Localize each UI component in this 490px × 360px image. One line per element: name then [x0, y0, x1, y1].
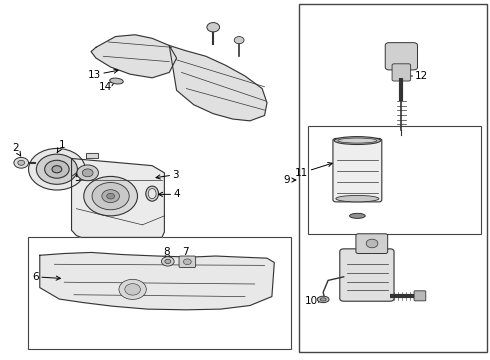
- Circle shape: [183, 259, 191, 265]
- Polygon shape: [40, 252, 274, 310]
- Circle shape: [14, 157, 28, 168]
- Ellipse shape: [334, 136, 381, 144]
- Circle shape: [45, 160, 69, 178]
- Circle shape: [207, 23, 220, 32]
- Text: 1: 1: [57, 140, 65, 153]
- Text: 11: 11: [295, 162, 332, 178]
- Ellipse shape: [336, 195, 379, 202]
- Circle shape: [82, 169, 93, 177]
- Circle shape: [107, 193, 115, 199]
- Ellipse shape: [320, 298, 326, 301]
- Circle shape: [125, 284, 141, 295]
- Text: 14: 14: [99, 82, 115, 92]
- Text: 9: 9: [284, 175, 296, 185]
- FancyBboxPatch shape: [392, 64, 411, 81]
- Circle shape: [119, 279, 147, 300]
- Ellipse shape: [338, 138, 377, 143]
- FancyBboxPatch shape: [333, 138, 382, 202]
- Text: 6: 6: [32, 272, 60, 282]
- Ellipse shape: [148, 189, 156, 199]
- Text: 10: 10: [305, 296, 322, 306]
- Polygon shape: [91, 35, 176, 78]
- Text: 12: 12: [400, 71, 428, 81]
- FancyBboxPatch shape: [414, 291, 426, 301]
- FancyBboxPatch shape: [356, 234, 388, 253]
- Polygon shape: [86, 153, 98, 158]
- FancyBboxPatch shape: [340, 249, 394, 301]
- Ellipse shape: [318, 296, 329, 303]
- Circle shape: [234, 37, 244, 44]
- Polygon shape: [72, 158, 164, 237]
- Text: 2: 2: [12, 143, 21, 156]
- Circle shape: [36, 154, 77, 184]
- Polygon shape: [169, 45, 267, 121]
- Circle shape: [84, 176, 138, 216]
- Bar: [299, 4, 487, 352]
- Circle shape: [161, 257, 174, 266]
- FancyBboxPatch shape: [179, 256, 196, 267]
- Circle shape: [92, 183, 129, 210]
- Ellipse shape: [110, 78, 123, 84]
- Circle shape: [52, 166, 62, 173]
- Text: 3: 3: [156, 170, 179, 180]
- Circle shape: [28, 148, 85, 190]
- Bar: [27, 237, 292, 348]
- Text: 8: 8: [164, 247, 170, 260]
- Circle shape: [366, 239, 378, 248]
- Text: 4: 4: [158, 189, 180, 199]
- Circle shape: [77, 165, 98, 181]
- Circle shape: [18, 160, 24, 165]
- Circle shape: [165, 259, 171, 264]
- Ellipse shape: [349, 213, 365, 219]
- Bar: [308, 126, 481, 234]
- FancyBboxPatch shape: [385, 42, 417, 70]
- Text: 7: 7: [182, 247, 189, 261]
- Text: 13: 13: [88, 69, 118, 80]
- Text: 5: 5: [74, 170, 84, 183]
- Ellipse shape: [146, 186, 159, 201]
- Circle shape: [102, 190, 120, 203]
